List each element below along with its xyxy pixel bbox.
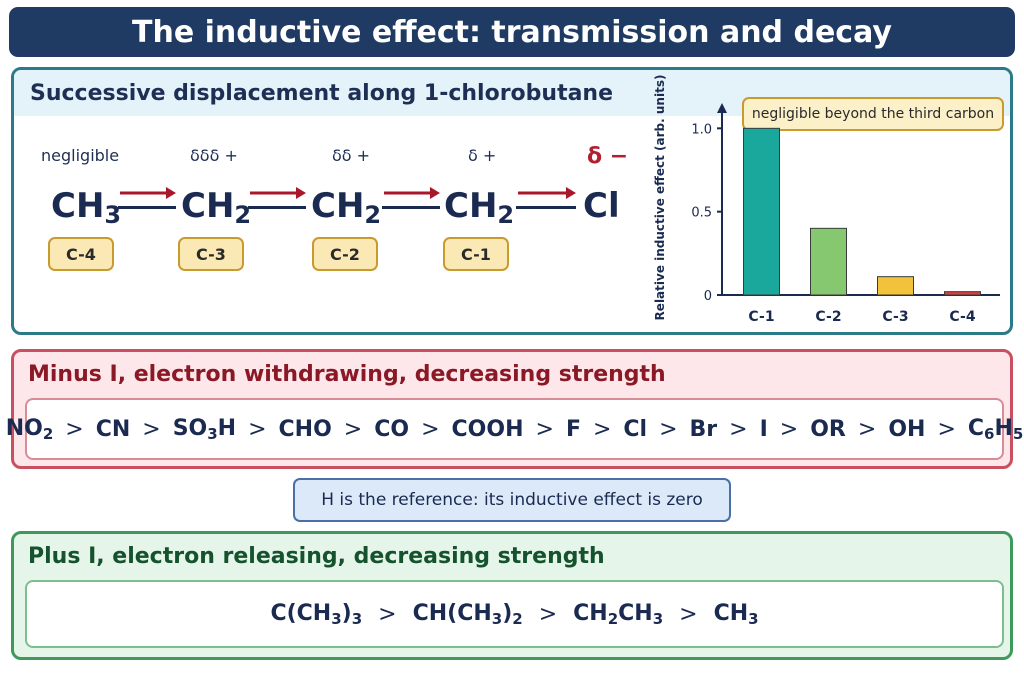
charge-c1: δ + [468, 146, 497, 165]
charge-cl: δ − [587, 144, 629, 169]
bond-c3-c2 [248, 206, 306, 209]
bond-c4-c3 [118, 206, 176, 209]
minus-i-group: CN [95, 416, 131, 442]
carbon-label-c1: C-1 [443, 237, 509, 271]
x-tick-label: C-2 [815, 309, 841, 325]
arrow-c4-c3 [120, 187, 176, 199]
minus-i-separator: > [857, 416, 877, 442]
atom-c2: CH2 [311, 186, 382, 229]
minus-i-group: OR [810, 416, 846, 442]
arrow-c2-c1 [384, 187, 440, 199]
plus-i-panel: Plus I, electron releasing, decreasing s… [11, 531, 1013, 660]
minus-i-panel: Minus I, electron withdrawing, decreasin… [6, 349, 1023, 469]
minus-i-separator: > [343, 416, 363, 442]
minus-i-group: COOH [451, 416, 524, 442]
atom-c3: CH2 [181, 186, 252, 229]
plus-i-series: C(CH3)3 > CH(CH3)2 > CH2CH3 > CH3 [25, 580, 1004, 648]
charge-c2: δδ + [332, 146, 371, 165]
bar-c-1 [743, 127, 780, 296]
charge-c4: negligible [41, 146, 120, 165]
minus-i-separator: > [65, 416, 84, 442]
carbon-label-c3: C-3 [178, 237, 244, 271]
plus-i-group: CH3 [713, 600, 759, 628]
y-tick-label: 0.5 [691, 206, 712, 221]
bar-c-4 [944, 291, 981, 296]
minus-i-group: NO2 [5, 415, 54, 443]
chain-panel-heading: Successive displacement along 1-chlorobu… [30, 81, 614, 106]
minus-i-separator: > [421, 416, 440, 442]
bar-c-3 [877, 276, 914, 296]
plus-i-separator: > [378, 601, 397, 627]
reference-note: H is the reference: its inductive effect… [293, 478, 731, 522]
minus-i-separator: > [535, 416, 554, 442]
page-title: The inductive effect: transmission and d… [9, 7, 1015, 57]
atom-cl: Cl [583, 186, 620, 226]
y-tick-label: 0 [704, 289, 712, 304]
minus-i-separator: > [142, 416, 161, 442]
minus-i-group: CO [374, 416, 410, 442]
x-tick-label: C-3 [882, 309, 908, 325]
atom-c4: CH3 [51, 186, 122, 229]
decay-note: negligible beyond the third carbon [742, 97, 1004, 131]
minus-i-group: I [759, 416, 768, 442]
y-axis-label: Relative inductive effect (arb. units) [653, 75, 667, 321]
bond-c2-c1 [382, 206, 440, 209]
minus-i-heading: Minus I, electron withdrawing, decreasin… [28, 362, 666, 387]
arrow-c1-cl [518, 187, 576, 199]
minus-i-separator: > [729, 416, 748, 442]
minus-i-separator: > [248, 416, 267, 442]
minus-i-series: NO2 > CN > SO3H > CHO > CO > COOH > F > Cl > Br > I > OR > OH >… [6, 398, 1023, 460]
arrow-c3-c2 [250, 187, 306, 199]
x-tick-label: C-1 [748, 309, 774, 325]
bond-c1-cl [516, 206, 576, 209]
minus-i-separator: > [659, 416, 678, 442]
bar-c-2 [810, 227, 847, 296]
minus-i-separator: > [779, 416, 799, 442]
x-tick-label: C-4 [949, 309, 975, 325]
minus-i-separator: > [592, 416, 612, 442]
y-axis-arrowhead [717, 103, 727, 113]
plus-i-group: CH2CH3 [573, 600, 664, 628]
decay-bar-chart: 0 0.5 1.0 Relative inductive effect (arb. u… [653, 75, 1000, 325]
minus-i-separator: > [937, 416, 956, 442]
y-tick-label: 1.0 [691, 122, 712, 137]
minus-i-group: Br [689, 416, 718, 442]
minus-i-group: OH [888, 416, 926, 442]
plus-i-group: CH(CH3)2 [412, 600, 523, 628]
minus-i-group: C6H5 [967, 415, 1024, 443]
plus-i-separator: > [538, 601, 558, 627]
chain-panel: Successive displacement along 1-chlorobu… [11, 67, 1013, 335]
carbon-label-c4: C-4 [48, 237, 114, 271]
plus-i-heading: Plus I, electron releasing, decreasing s… [28, 544, 605, 569]
carbon-label-c2: C-2 [312, 237, 378, 271]
minus-i-group: SO3H [172, 415, 237, 443]
plus-i-separator: > [679, 601, 698, 627]
charge-c3: δδδ + [190, 146, 238, 165]
minus-i-group: CHO [278, 416, 332, 442]
minus-i-group: F [565, 416, 581, 442]
minus-i-group: Cl [623, 416, 648, 442]
plus-i-group: C(CH3)3 [270, 600, 363, 628]
atom-c1: CH2 [444, 186, 515, 229]
